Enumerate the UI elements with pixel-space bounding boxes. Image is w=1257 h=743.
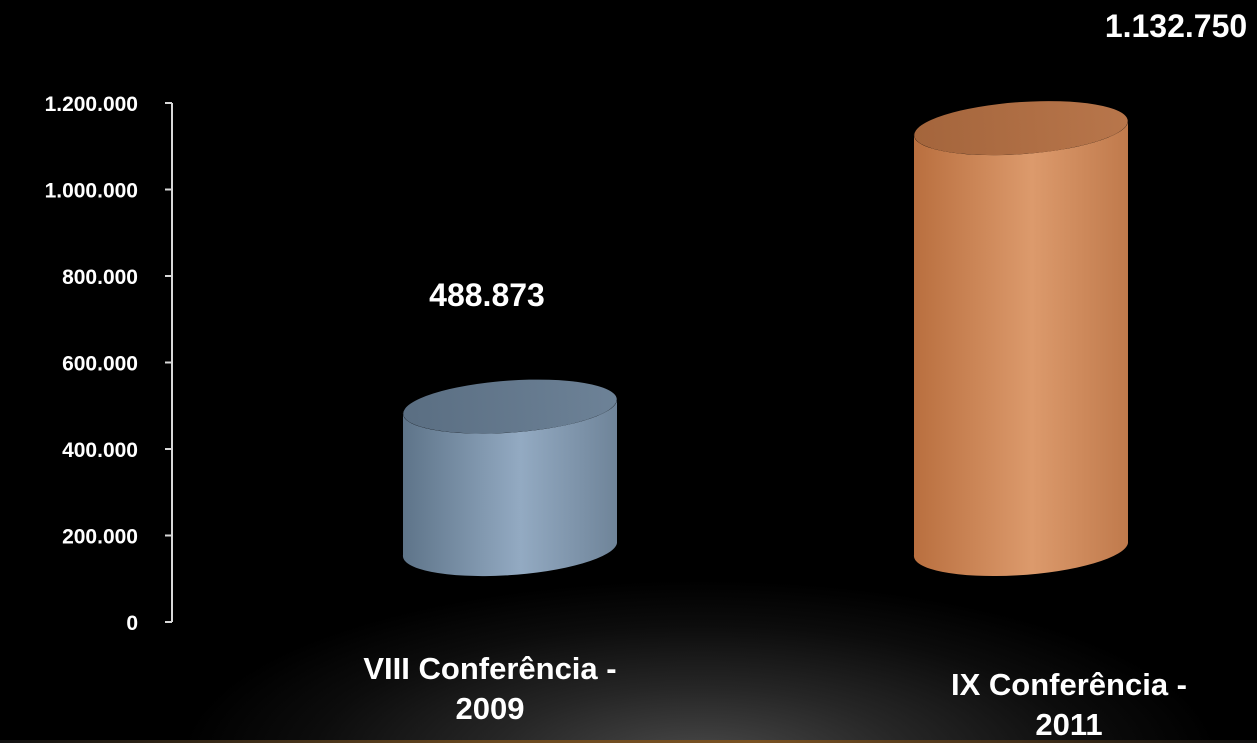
labels: 488.873 VIII Conferência - 2009 1.132.750 IX… xyxy=(363,8,1247,742)
bar-body xyxy=(402,400,617,577)
bar-top xyxy=(914,101,1128,156)
bar-cylinder xyxy=(402,379,617,577)
y-tick-label: 800.000 xyxy=(62,266,138,289)
bar-cylinder xyxy=(913,101,1128,577)
y-tick-label: 200.000 xyxy=(62,526,138,549)
data-label: 1.132.750 xyxy=(1105,8,1247,44)
y-tick-label: 1.000.000 xyxy=(45,180,138,203)
category-label: 2009 xyxy=(456,691,525,726)
bottom-accent-strip xyxy=(0,740,1257,743)
category-label: IX Conferência - xyxy=(951,667,1187,702)
bar-body xyxy=(913,122,1128,577)
bars xyxy=(402,101,1128,577)
category-label: 2011 xyxy=(1035,707,1102,742)
category-label: VIII Conferência - xyxy=(363,651,616,686)
y-tick-label: 0 xyxy=(126,612,138,635)
y-tick-label: 1.200.000 xyxy=(45,93,138,116)
bar-top xyxy=(403,379,617,434)
y-tick-label: 600.000 xyxy=(62,353,138,376)
y-axis: 0 200.000 400.000 600.000 800.000 1.000.000 1.… xyxy=(45,93,173,635)
data-label: 488.873 xyxy=(429,277,545,313)
y-tick-label: 400.000 xyxy=(62,439,138,462)
